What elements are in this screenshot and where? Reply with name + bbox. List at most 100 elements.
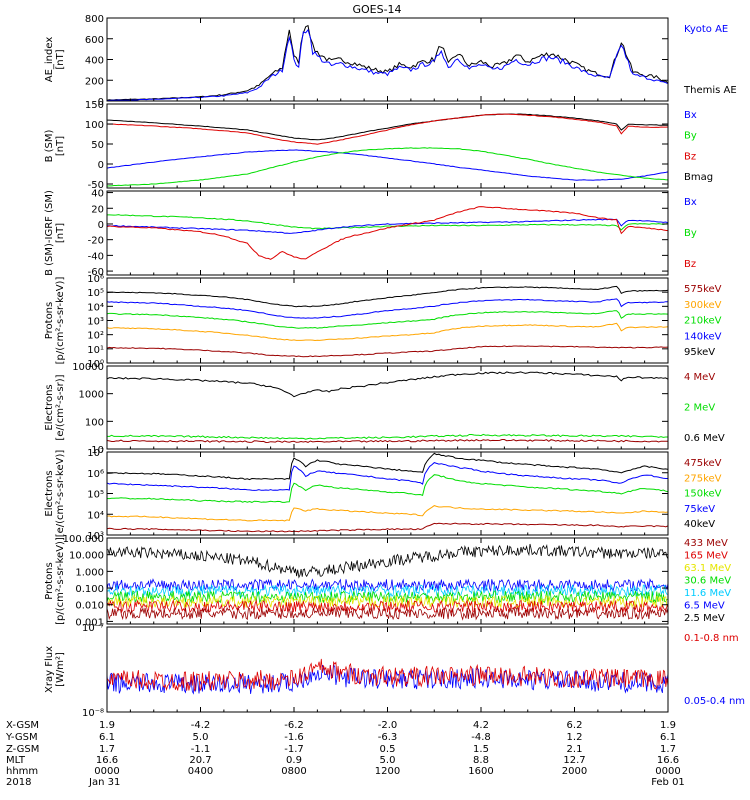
series-line-575kev (107, 345, 668, 358)
panel-frame (106, 103, 669, 189)
y-axis-label: Xray Flux [W/m²] (44, 646, 66, 693)
panel-5: 10 100 1000 10000 Electrons [e/(cm²-s-sr)] 4 M… (44, 362, 725, 456)
y-tick-label: 10¹ (87, 345, 104, 356)
orbit-cell: 0000 (94, 766, 119, 777)
y-axis-label: AE_index [nT] (44, 37, 66, 83)
series-line-bz (107, 206, 668, 260)
series-line-2-5-mev (107, 543, 668, 579)
legend-entry: 275keV (684, 473, 722, 484)
orbit-cell: 1.2 (567, 732, 583, 743)
series-line-433-mev (107, 606, 668, 621)
y-axis-label: Electrons [e/(cm²-s-sr-keV)] (44, 450, 66, 538)
panel-6: 10³ 10⁴ 10⁵ 10⁶ 10⁷ Electrons [e/(cm²-s-sr-keV… (44, 448, 722, 542)
y-axis-label-line2: [nT] (55, 136, 66, 156)
series-line-bz (107, 113, 668, 145)
series-line-140kev (107, 298, 668, 319)
y-tick-label: 10⁵ (87, 288, 104, 299)
series-line-bx (107, 149, 668, 181)
y-axis-label-line2: [p/(cm²-s-sr-keV)] (55, 537, 66, 625)
panel-2: -50 0 50 100 150 B (SM) [nT] Bx By Bz Bmag (44, 100, 713, 191)
orbit-cell: 8.8 (473, 755, 489, 766)
series-group (107, 543, 668, 621)
series-line-4-mev (107, 439, 668, 444)
y-axis-label-line2: [e/(cm²-s-sr)] (55, 374, 66, 440)
orbit-row-label: X-GSM (6, 720, 39, 731)
legend-entry: 75keV (684, 504, 715, 515)
y-axis-label: Electrons [e/(cm²-s-sr)] (44, 374, 66, 440)
y-tick-label: 0 (98, 220, 104, 231)
legend-entry: Bx (684, 110, 697, 121)
series-line-themis-ae (107, 24, 668, 101)
y-tick-label: 150 (85, 100, 104, 111)
series-line-0-6-mev (107, 371, 668, 398)
orbit-cell: 0.5 (380, 744, 396, 755)
orbit-cell: 0800 (281, 766, 306, 777)
series-group (107, 113, 668, 187)
series-line-150kev (107, 474, 668, 503)
series-line-300kev (107, 322, 668, 342)
panel-8: 10⁻⁸ 10⁻⁷ Xray Flux [W/m²] 0.1-0.8 nm 0.05-0.… (44, 623, 745, 719)
legend-entry: 0.05-0.4 nm (684, 696, 745, 707)
orbit-cell: Feb 01 (651, 777, 685, 788)
series-group (107, 658, 668, 695)
y-tick-label: 100 (85, 120, 104, 131)
y-tick-label: 10⁶ (87, 469, 104, 480)
plot-title: GOES-14 (352, 3, 401, 16)
series-line-kyoto-ae (107, 28, 668, 101)
y-axis-label-line2: [p/(cm²-s-sr-keV)] (55, 277, 66, 365)
series-line-6-5-mev (107, 577, 668, 593)
series-group (107, 452, 668, 533)
series-line-by (107, 214, 668, 231)
orbit-cell: 2000 (562, 766, 587, 777)
legend-entry: Kyoto AE (684, 24, 728, 35)
series-line-475kev (107, 522, 668, 533)
panel-3: -60 -40 -20 0 20 40 B (SM)-IGRF (SM) [nT] Bx By Bz (44, 189, 697, 279)
legend-entry: Bz (684, 151, 696, 162)
series-line-210kev (107, 310, 668, 329)
y-axis-label-line1: Protons (44, 302, 55, 339)
y-tick-label: 10⁻⁷ (82, 623, 104, 634)
y-tick-label: 10⁵ (87, 490, 104, 501)
y-tick-label: 0 (98, 97, 104, 108)
orbit-cell: 16.6 (96, 755, 118, 766)
orbit-cell: -6.2 (284, 720, 304, 731)
orbit-cell: 12.7 (563, 755, 585, 766)
y-axis-label: B (SM)-IGRF (SM) [nT] (44, 190, 66, 276)
y-tick-label: 10⁰ (87, 359, 104, 370)
legend-entry: 150keV (684, 489, 722, 500)
orbit-row-label: MLT (6, 755, 26, 766)
y-axis-label-line2: [nT] (55, 49, 66, 69)
legend-entry: 4 MeV (684, 372, 715, 383)
orbit-cell: 0400 (188, 766, 213, 777)
orbit-cell: 20.7 (189, 755, 211, 766)
y-tick-label: 20 (91, 204, 104, 215)
legend-entry: Bmag (684, 172, 713, 183)
orbit-cell: 1.9 (660, 720, 676, 731)
series-group (107, 285, 668, 358)
orbit-cell: 4.2 (473, 720, 489, 731)
series-line-75kev (107, 462, 668, 491)
series-line-bmag (107, 113, 668, 141)
orbit-cell: -4.2 (191, 720, 211, 731)
legend-entry: Bz (684, 259, 696, 270)
y-tick-label: 40 (91, 189, 104, 200)
y-tick-label: -20 (88, 236, 104, 247)
y-tick-label: 10⁷ (87, 448, 104, 459)
orbit-cell: 16.6 (657, 755, 679, 766)
series-line-40kev (107, 452, 668, 481)
y-axis-label-line2: [nT] (55, 223, 66, 243)
legend-entry: 433 MeV (684, 538, 728, 549)
orbit-table: X-GSMY-GSMZ-GSMMLThhmm20181.96.11.716.60… (5, 720, 685, 788)
legend-entry: 2.5 MeV (684, 613, 725, 624)
panel-frame (106, 626, 669, 713)
y-tick-label: 10000 (72, 362, 104, 373)
legend-entry: 575keV (684, 284, 722, 295)
orbit-cell: -1.7 (284, 744, 304, 755)
y-tick-label: 100 (85, 417, 104, 428)
series-line-0-05-0-4-nm (107, 663, 668, 695)
y-axis-label-line1: AE_index (44, 37, 55, 83)
y-tick-label: 0 (98, 160, 104, 171)
legend-entry: 95keV (684, 347, 715, 358)
y-tick-label: 10⁻⁸ (82, 708, 104, 719)
legend-entry: Bx (684, 197, 697, 208)
